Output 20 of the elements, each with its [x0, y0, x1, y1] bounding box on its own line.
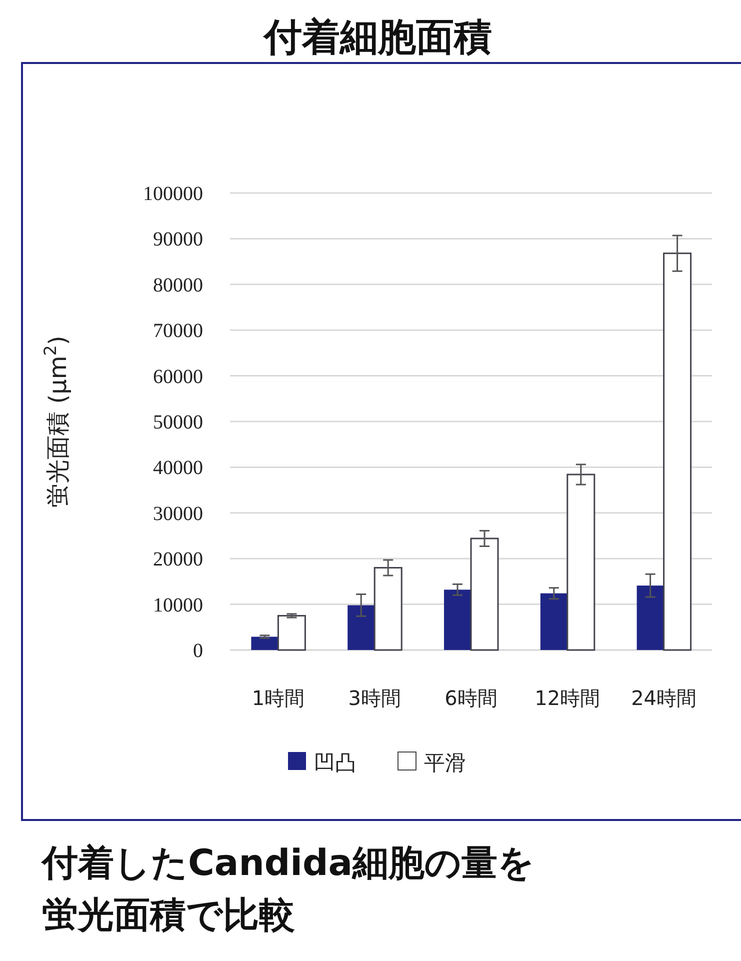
y-tick-label: 100000: [143, 183, 203, 205]
chart-title: 付着細胞面積: [262, 15, 492, 59]
y-tick-label: 20000: [153, 548, 203, 571]
legend-label: 凹凸: [314, 751, 356, 775]
x-tick-label: 3時間: [348, 686, 401, 710]
x-tick-label: 24時間: [631, 686, 697, 710]
x-tick-label: 6時間: [444, 686, 498, 710]
y-tick-label: 0: [193, 640, 203, 662]
y-tick-label: 50000: [153, 412, 203, 434]
y-tick-label: 80000: [153, 274, 203, 296]
y-tick-label: 10000: [153, 594, 203, 616]
y-tick-label: 70000: [153, 320, 203, 342]
y-tick-label: 40000: [153, 457, 203, 480]
y-tick-label: 90000: [153, 228, 203, 251]
x-tick-label: 1時間: [252, 686, 305, 710]
x-tick-label: 12時間: [534, 686, 600, 710]
legend-label: 平滑: [424, 751, 466, 775]
text: 付着したCandida細胞の量を蛍光面積で比較: [42, 842, 536, 938]
y-tick-label: 30000: [153, 502, 203, 525]
y-tick-label: 60000: [153, 366, 203, 388]
